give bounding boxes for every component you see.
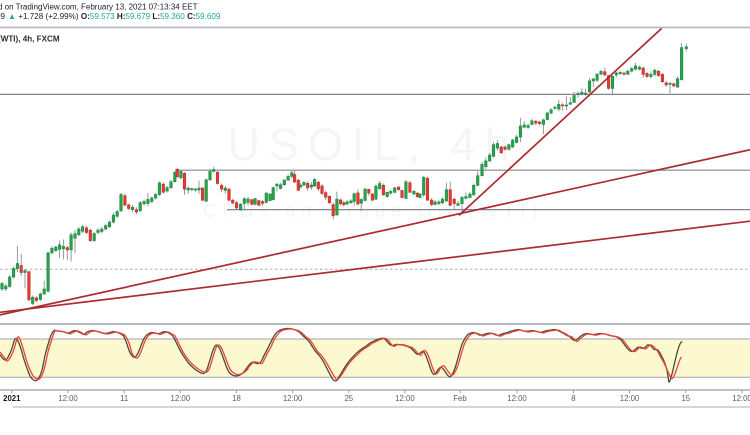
svg-text:12:00: 12:00 [395, 394, 415, 403]
svg-text:2021: 2021 [3, 394, 21, 403]
svg-text:12:00: 12:00 [507, 394, 527, 403]
svg-text:12:00: 12:00 [171, 394, 191, 403]
svg-text:11: 11 [120, 394, 128, 403]
svg-text:USOIL, 4h: USOIL, 4h [227, 119, 518, 170]
svg-text:18: 18 [232, 394, 241, 403]
svg-text:25: 25 [344, 394, 353, 403]
svg-text:12:00: 12:00 [58, 394, 78, 403]
svg-text:15: 15 [681, 394, 690, 403]
svg-text:609▲ +1.728 (+2.99%) O:59.573: 609▲ +1.728 (+2.99%) O:59.573 H:59.679 L… [0, 12, 221, 21]
svg-text:8: 8 [571, 394, 575, 403]
svg-text:Feb: Feb [453, 394, 467, 403]
svg-text:12:00: 12:00 [732, 394, 750, 403]
svg-text:(WTI), 4h, FXCM: (WTI), 4h, FXCM [0, 35, 60, 44]
svg-text:12:00: 12:00 [620, 394, 640, 403]
svg-text:12:00: 12:00 [283, 394, 303, 403]
svg-text:d on TradingView.com, February: d on TradingView.com, February 13, 2021 … [0, 3, 198, 12]
